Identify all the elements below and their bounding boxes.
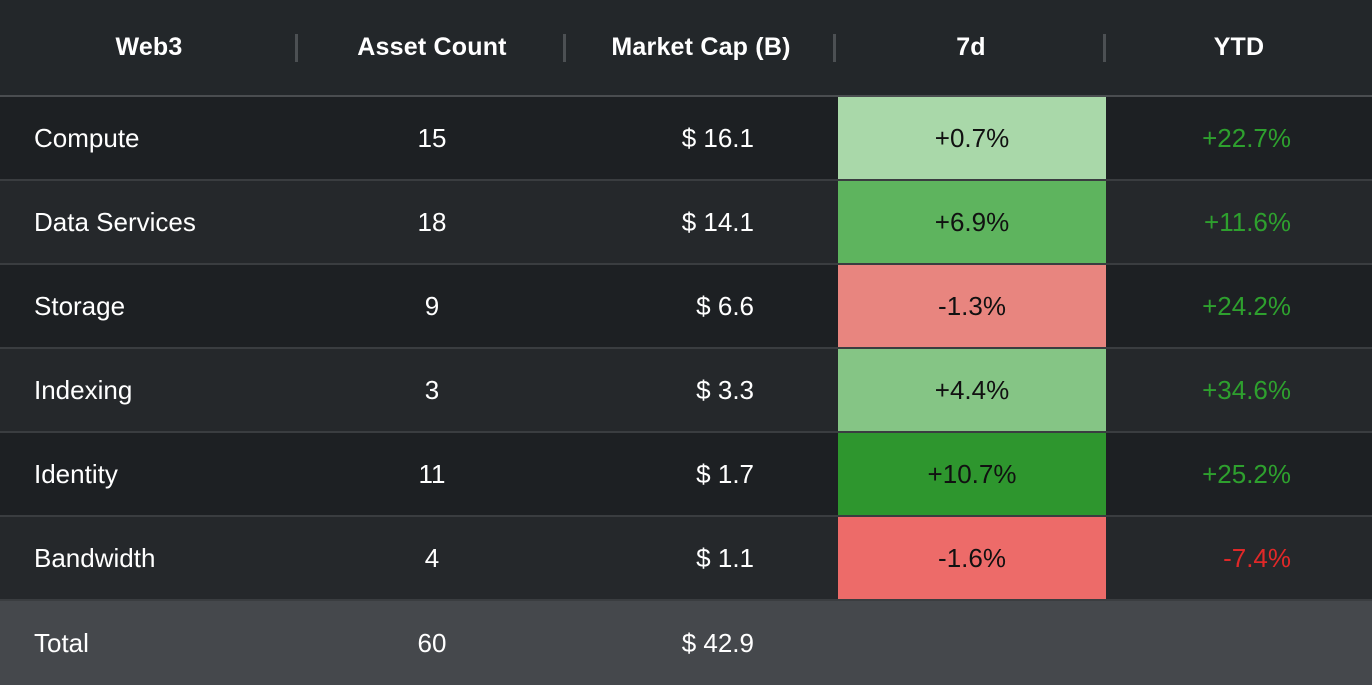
change-7d-cell: -1.3% [838, 265, 1106, 347]
table-row[interactable]: Identity 11 $ 1.7 +10.7% +25.2% [0, 433, 1372, 517]
column-header-label: 7d [956, 33, 986, 61]
change-7d-cell: +10.7% [838, 433, 1106, 515]
asset-count-cell: 4 [424, 542, 440, 573]
sector-name-cell: Indexing [34, 374, 133, 405]
market-cap-cell: $ 3.3 [696, 374, 754, 405]
table-row[interactable]: Indexing 3 $ 3.3 +4.4% +34.6% [0, 349, 1372, 433]
change-ytd-cell: +11.6% [1204, 206, 1291, 237]
table-header: Web3 Asset Count Market Cap (B) 7d YTD [0, 0, 1372, 97]
total-asset-count: 60 [417, 627, 447, 658]
market-cap-cell: $ 1.1 [696, 542, 754, 573]
change-ytd-cell: +25.2% [1202, 458, 1291, 489]
total-market-cap: $ 42.9 [681, 627, 754, 658]
column-header-label: Web3 [115, 33, 183, 61]
column-header-7d[interactable]: 7d [836, 0, 1106, 95]
market-cap-cell: $ 14.1 [681, 206, 754, 237]
change-ytd-cell: -7.4% [1223, 542, 1291, 573]
asset-count-cell: 9 [424, 290, 440, 321]
change-ytd-cell: +22.7% [1202, 122, 1291, 153]
sector-name-cell: Data Services [34, 206, 196, 237]
change-7d-cell: -1.6% [838, 517, 1106, 599]
sector-name-cell: Compute [34, 122, 140, 153]
column-header-asset-count[interactable]: Asset Count [298, 0, 566, 95]
column-resize-handle[interactable] [833, 34, 836, 62]
market-cap-cell: $ 16.1 [681, 122, 754, 153]
change-ytd-cell: +34.6% [1202, 374, 1291, 405]
market-cap-cell: $ 1.7 [696, 458, 754, 489]
change-7d-cell: +0.7% [838, 97, 1106, 179]
asset-count-cell: 18 [417, 206, 447, 237]
column-header-label: Asset Count [357, 33, 507, 61]
column-header-market-cap[interactable]: Market Cap (B) [566, 0, 836, 95]
column-header-label: Market Cap (B) [611, 33, 791, 61]
sector-name-cell: Bandwidth [34, 542, 156, 573]
asset-count-cell: 11 [418, 458, 446, 489]
market-cap-cell: $ 6.6 [696, 290, 754, 321]
table-row[interactable]: Storage 9 $ 6.6 -1.3% +24.2% [0, 265, 1372, 349]
column-resize-handle[interactable] [295, 34, 298, 62]
asset-count-cell: 15 [417, 122, 447, 153]
sector-name-cell: Identity [34, 458, 118, 489]
table-row[interactable]: Data Services 18 $ 14.1 +6.9% +11.6% [0, 181, 1372, 265]
total-7d-empty [836, 601, 1106, 685]
change-ytd-cell: +24.2% [1202, 290, 1291, 321]
change-7d-cell: +6.9% [838, 181, 1106, 263]
table-total-row: Total 60 $ 42.9 [0, 601, 1372, 685]
total-ytd-empty [1106, 601, 1372, 685]
sector-name-cell: Storage [34, 290, 126, 321]
table-body: Compute 15 $ 16.1 +0.7% +22.7% Data Services 1… [0, 97, 1372, 601]
column-header-label: YTD [1213, 33, 1265, 61]
asset-count-cell: 3 [424, 374, 440, 405]
change-7d-cell: +4.4% [838, 349, 1106, 431]
column-header-ytd[interactable]: YTD [1106, 0, 1372, 95]
table-row[interactable]: Bandwidth 4 $ 1.1 -1.6% -7.4% [0, 517, 1372, 601]
total-label: Total [34, 627, 89, 658]
column-header-web3[interactable]: Web3 [0, 0, 298, 95]
table-row[interactable]: Compute 15 $ 16.1 +0.7% +22.7% [0, 97, 1372, 181]
column-resize-handle[interactable] [1103, 34, 1106, 62]
column-resize-handle[interactable] [563, 34, 566, 62]
